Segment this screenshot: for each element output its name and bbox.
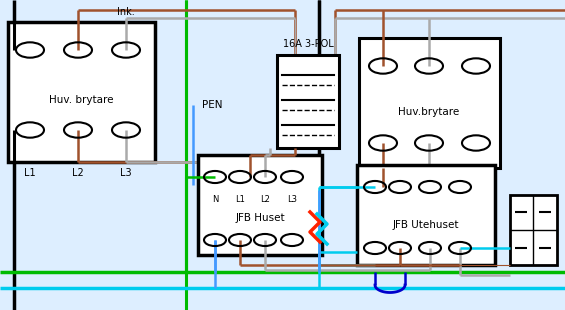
Bar bbox=[359, 38, 500, 168]
Text: L1: L1 bbox=[235, 196, 245, 205]
Bar bbox=[277, 55, 339, 148]
Text: JFB Huset: JFB Huset bbox=[235, 213, 285, 223]
Text: Huv.brytare: Huv.brytare bbox=[398, 107, 459, 117]
Text: L3: L3 bbox=[120, 168, 132, 178]
Bar bbox=[357, 165, 495, 265]
Bar bbox=[8, 22, 155, 162]
Text: L2: L2 bbox=[72, 168, 84, 178]
Text: Ink.: Ink. bbox=[117, 7, 135, 17]
Bar bbox=[510, 195, 557, 265]
Text: N: N bbox=[212, 196, 218, 205]
Text: L3: L3 bbox=[287, 196, 297, 205]
Text: Huv. brytare: Huv. brytare bbox=[49, 95, 113, 105]
Text: 16A 3-POL: 16A 3-POL bbox=[282, 39, 333, 49]
Text: JFB Utehuset: JFB Utehuset bbox=[393, 220, 459, 230]
Text: PEN: PEN bbox=[202, 100, 223, 110]
Text: L2: L2 bbox=[260, 196, 270, 205]
Bar bbox=[198, 155, 322, 255]
Text: L1: L1 bbox=[24, 168, 36, 178]
